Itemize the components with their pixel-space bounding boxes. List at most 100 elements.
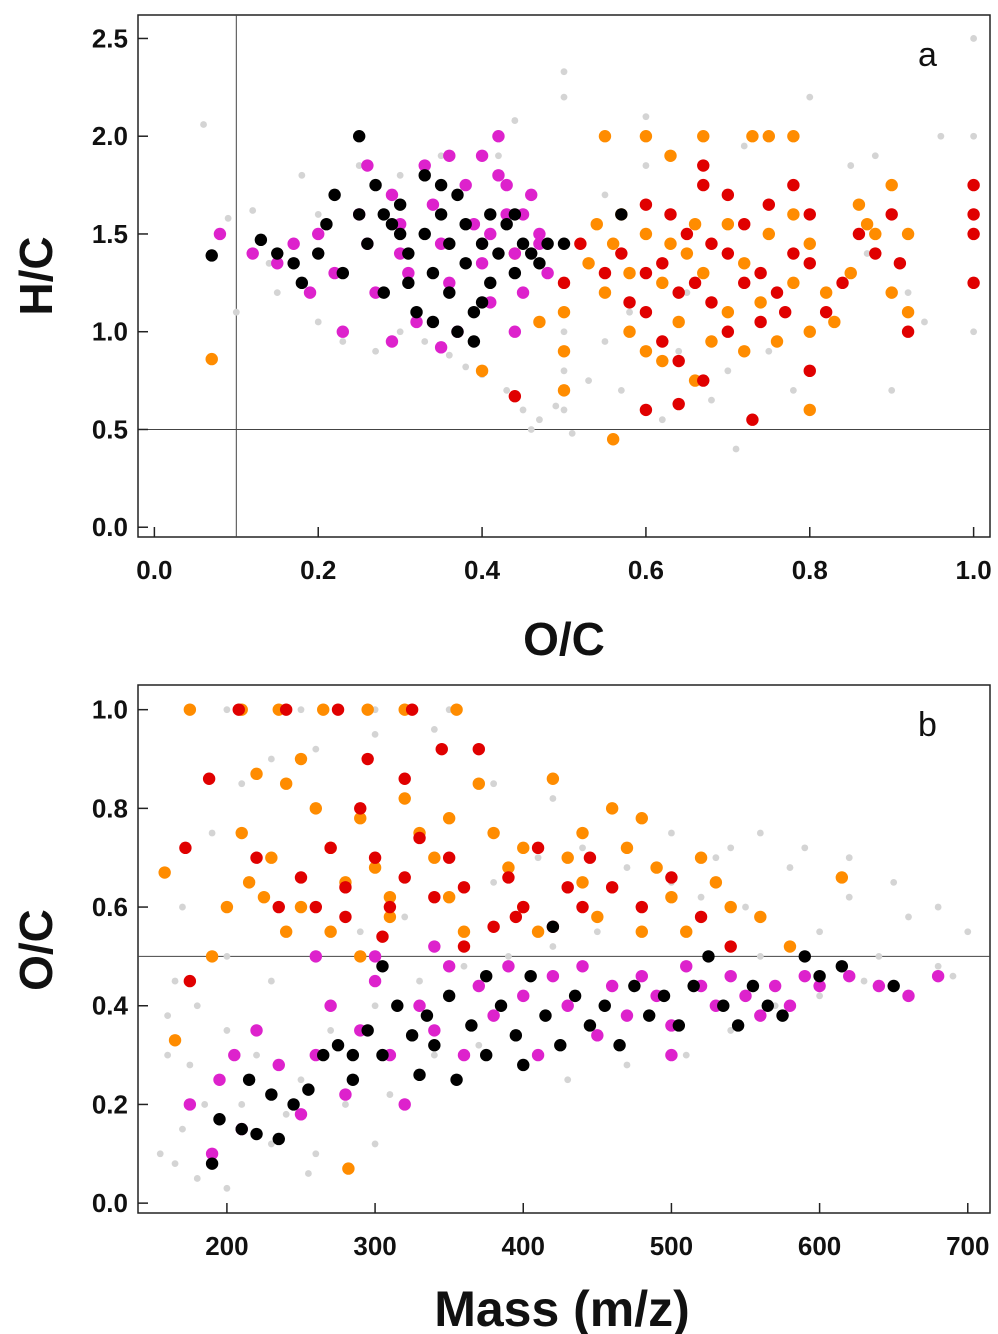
pb-series-4-point <box>761 999 774 1012</box>
pa-series-4-point <box>467 305 481 319</box>
pa-series-4-point <box>516 237 530 250</box>
pa-series-2-point <box>754 266 767 280</box>
pb-series-3-point <box>428 940 441 953</box>
pb-series-3-point <box>183 1098 197 1111</box>
pb-series-4-point <box>391 999 404 1012</box>
pa-series-0-point <box>503 386 511 394</box>
pb-x-tick-label: 300 <box>353 1231 396 1261</box>
pb-series-0-point <box>223 1027 231 1034</box>
pb-series-1-point <box>665 890 678 904</box>
pb-series-1-point <box>442 812 456 825</box>
panel-b-x-axis-label: Mass (m/z) <box>434 1281 690 1334</box>
pa-series-0-point <box>568 429 576 437</box>
pb-series-4-point <box>346 1048 360 1062</box>
pa-series-4-point <box>205 249 218 262</box>
pa-y-tick-label: 1.5 <box>92 219 128 249</box>
pa-series-2-point <box>557 276 571 290</box>
pa-series-2-point <box>778 305 792 319</box>
pa-series-1-point <box>697 266 710 280</box>
pb-series-4-point <box>517 1058 530 1072</box>
pa-series-3-point <box>492 169 505 182</box>
pb-series-1-point <box>383 910 397 924</box>
pb-series-3-point <box>413 999 426 1012</box>
pb-series-1-point <box>342 1162 355 1175</box>
pb-series-0-point <box>267 977 275 985</box>
pb-series-2-point <box>724 940 737 953</box>
pa-series-2-point <box>738 276 751 290</box>
panel-a-reference-lines <box>138 15 990 537</box>
pb-series-2-point <box>232 703 245 716</box>
pb-series-1-point <box>546 772 560 785</box>
pb-series-1-point <box>317 703 330 716</box>
pa-series-0-point <box>396 328 404 336</box>
pb-series-2-point <box>517 900 530 914</box>
pb-series-1-point <box>279 777 293 790</box>
pb-series-0-point <box>623 864 631 871</box>
pa-series-0-point <box>970 328 978 336</box>
pa-series-1-point <box>803 237 816 250</box>
pa-series-3-point <box>426 198 440 211</box>
pb-series-4-point <box>539 1009 552 1022</box>
pb-series-3-point <box>546 969 560 983</box>
panel-a-ticks: 0.0 0.2 0.4 0.6 0.8 1.0 0.0 0.5 1.0 1.5 2.0 2.5 <box>92 23 992 585</box>
pb-series-3-point <box>605 979 619 993</box>
pa-series-0-point <box>314 211 322 218</box>
pb-series-4-point <box>346 1073 360 1086</box>
pb-x-tick-label: 600 <box>798 1231 841 1261</box>
pa-series-2-point <box>746 413 759 426</box>
pa-series-0-point <box>560 93 568 101</box>
pb-series-4-point <box>887 979 900 993</box>
pb-series-1-point <box>220 900 234 914</box>
pa-series-2-point <box>672 397 685 411</box>
pb-series-3-point <box>531 1048 545 1062</box>
pa-series-2-point <box>967 178 980 192</box>
pa-series-0-point <box>724 367 732 375</box>
pb-series-0-point <box>179 1125 186 1133</box>
pb-series-0-point <box>297 1076 305 1084</box>
panel-b-frame <box>137 684 991 1214</box>
pb-series-2-point <box>487 920 500 933</box>
pa-series-3-point <box>271 257 284 270</box>
pa-series-0-point <box>552 402 560 410</box>
pb-series-1-point <box>354 812 367 825</box>
pa-series-1-point <box>672 315 685 329</box>
pa-series-4-point <box>492 247 505 260</box>
pb-series-0-point <box>816 928 823 936</box>
pa-series-2-point <box>803 364 816 378</box>
panel-a-label: a <box>918 36 937 74</box>
pb-series-3-point <box>620 1009 634 1022</box>
pa-series-2-point <box>803 257 816 270</box>
pa-series-1-point <box>803 325 816 338</box>
pb-series-0-point <box>164 1051 172 1059</box>
pb-series-0-point <box>386 1091 394 1098</box>
pa-x-tick-label: 0.0 <box>136 555 172 585</box>
pa-series-4-point <box>475 237 489 250</box>
pb-series-4-point <box>376 960 389 973</box>
pa-series-4-point <box>508 208 522 221</box>
pb-series-0-point <box>934 903 942 911</box>
pa-series-4-point <box>402 247 415 260</box>
pa-series-1-point <box>770 335 784 348</box>
pb-series-2-point <box>561 881 574 894</box>
pa-series-1-point <box>623 266 636 280</box>
pb-series-1-point <box>709 876 723 889</box>
pa-series-4-point <box>385 217 399 231</box>
pa-series-2-point <box>639 403 653 417</box>
pb-series-3-point <box>843 969 856 983</box>
pb-series-0-point <box>668 829 675 837</box>
pa-series-3-point <box>533 227 546 241</box>
panel-a-points <box>200 35 980 453</box>
pa-series-1-point <box>738 345 751 358</box>
pa-series-2-point <box>672 286 685 299</box>
pb-series-0-point <box>253 1051 260 1059</box>
pb-series-1-point <box>324 925 337 938</box>
pa-series-4-point <box>287 257 300 270</box>
pb-series-1-point <box>650 861 663 874</box>
pb-series-1-point <box>591 910 604 924</box>
panel-a-frame <box>137 14 991 538</box>
pb-series-1-point <box>457 925 471 938</box>
pb-series-2-point <box>202 772 216 785</box>
pa-series-4-point <box>352 130 366 143</box>
pb-series-2-point <box>405 703 419 716</box>
pb-series-1-point <box>168 1034 182 1047</box>
